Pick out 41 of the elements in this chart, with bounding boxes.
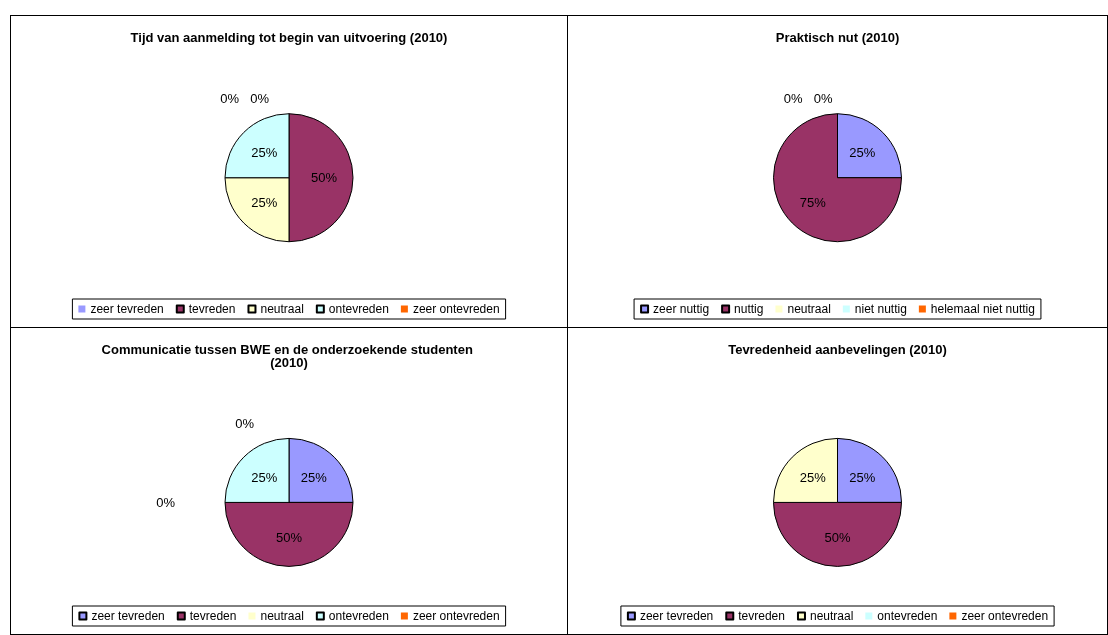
legend-label: neutraal: [260, 609, 304, 623]
chart-title: Tijd van aanmelding tot begin van uitvoering (2010): [130, 30, 448, 45]
legend-label: niet nuttig: [854, 302, 907, 316]
chart-title: Praktisch nut (2010): [775, 30, 900, 45]
legend-label: zeer nuttig: [653, 302, 710, 316]
legend-label: ontevreden: [328, 609, 389, 623]
legend-label: tevreden: [189, 609, 237, 623]
legend-label: neutraal: [260, 302, 304, 316]
data-label: 25%: [251, 145, 278, 161]
data-label: 25%: [849, 470, 876, 486]
text: 0%: [250, 91, 269, 107]
legend-label: zeer ontevreden: [412, 609, 500, 623]
data-label: 50%: [275, 529, 303, 545]
legend-label: zeer ontevreden: [412, 302, 500, 316]
legend-label: ontevreden: [328, 302, 389, 316]
legend-label: zeer tevreden: [91, 609, 165, 623]
legend-label: zeer tevreden: [90, 302, 164, 316]
data-label: 25%: [849, 145, 876, 161]
legend-label: neutraal: [809, 609, 854, 623]
legend-label: nuttig: [734, 302, 764, 316]
text: 0%: [813, 91, 833, 107]
legend-label: tevreden: [188, 302, 236, 316]
data-label: 25%: [251, 194, 278, 210]
chart-title: Tevredenheid aanbevelingen (2010): [728, 342, 947, 357]
data-label: 50%: [824, 529, 851, 545]
data-label: 25%: [300, 470, 328, 486]
data-label: 25%: [251, 470, 278, 486]
data-label: 75%: [799, 194, 827, 210]
data-label: 50%: [310, 170, 338, 186]
text: 0%: [156, 494, 175, 510]
legend-label: zeer tevreden: [639, 609, 714, 623]
legend-label: tevreden: [738, 609, 785, 623]
legend-label: helemaal niet nuttig: [930, 302, 1035, 316]
text: 0%: [235, 415, 254, 431]
data-label: 25%: [799, 470, 827, 486]
legend-label: neutraal: [787, 302, 831, 316]
legend-label: ontevreden: [877, 609, 938, 623]
text: 0%: [220, 91, 239, 107]
legend-label: zeer ontevreden: [961, 609, 1049, 623]
chart-title: Communicatie tussen BWE en de onderzoekende studenten (2010): [101, 342, 477, 370]
text: 0%: [783, 91, 803, 107]
